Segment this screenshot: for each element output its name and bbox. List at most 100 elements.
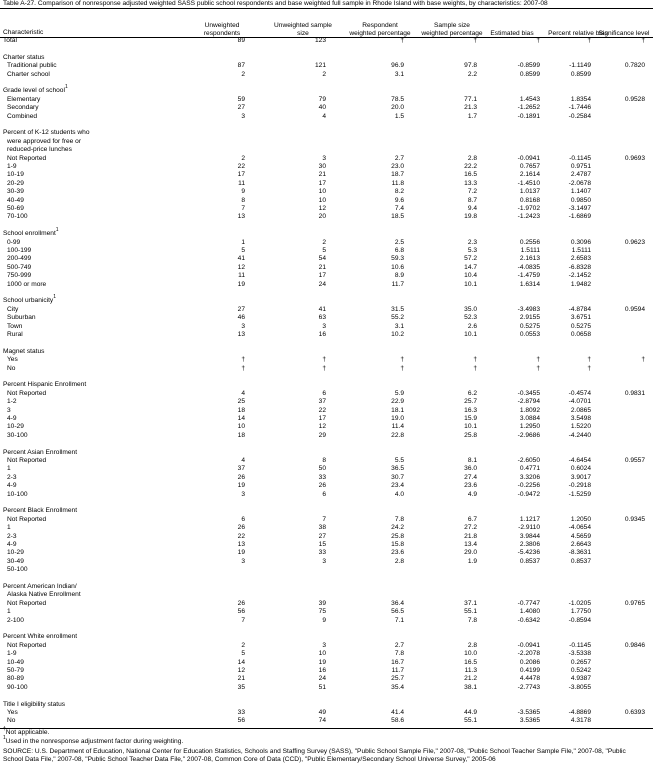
cell: 1.5111 bbox=[520, 247, 540, 254]
cell: † bbox=[587, 37, 591, 44]
cell: 8.7 bbox=[467, 196, 477, 204]
row-label: Secondary bbox=[7, 104, 39, 112]
column-header: Sample size weighted percentage bbox=[421, 22, 483, 37]
row-label: Combined bbox=[7, 112, 38, 120]
cell: 55.2 bbox=[391, 314, 404, 322]
cell: 40 bbox=[318, 104, 326, 112]
cell: 6.7 bbox=[467, 515, 477, 523]
cell: 1.2950 bbox=[519, 423, 540, 431]
cell: 10.1 bbox=[464, 280, 477, 288]
cell: 0.9623 bbox=[624, 238, 645, 246]
cell: 25.8 bbox=[464, 431, 477, 439]
cell: 0.3096 bbox=[570, 238, 591, 246]
cell: 13 bbox=[237, 331, 245, 338]
row-label: 1-9 bbox=[7, 650, 17, 658]
cell: 3 bbox=[322, 322, 326, 330]
cell: 78.5 bbox=[391, 95, 404, 103]
cell: 0.5242 bbox=[570, 667, 591, 674]
cell: 3 bbox=[241, 557, 245, 565]
cell: 3.0884 bbox=[519, 415, 540, 422]
cell: 0.9850 bbox=[570, 196, 591, 204]
cell: 2.7 bbox=[394, 154, 404, 162]
cell: 18 bbox=[237, 406, 245, 414]
cell: 1.9482 bbox=[570, 280, 591, 288]
cell: 12 bbox=[237, 263, 245, 271]
cell: 15.9 bbox=[464, 415, 477, 422]
cell: 123 bbox=[314, 37, 326, 44]
cell: 11 bbox=[238, 179, 245, 187]
cell: -6.8328 bbox=[568, 263, 591, 271]
cell: 10 bbox=[318, 188, 326, 196]
cell: 3 bbox=[322, 641, 326, 649]
cell: † bbox=[473, 364, 477, 372]
cell: 3 bbox=[241, 322, 245, 330]
cell: 2.6583 bbox=[570, 255, 591, 263]
cell: 1.5220 bbox=[570, 423, 591, 431]
cell: -0.2584 bbox=[568, 112, 591, 120]
cell: 5.5 bbox=[394, 457, 404, 464]
cell: 97.8 bbox=[464, 62, 477, 70]
cell: 1.8354 bbox=[570, 95, 591, 103]
row-label: 10-29 bbox=[7, 549, 24, 557]
cell: -0.1145 bbox=[569, 154, 591, 162]
cell: 11.8 bbox=[391, 179, 404, 187]
cell: 7 bbox=[322, 515, 326, 523]
cell: 0.9765 bbox=[624, 599, 645, 607]
cell: 25.8 bbox=[391, 532, 404, 540]
cell: 2.7 bbox=[394, 641, 404, 649]
cell: 49 bbox=[318, 709, 326, 716]
cell: 22.9 bbox=[391, 398, 404, 406]
cell: 16.5 bbox=[464, 171, 477, 179]
cell: 8 bbox=[322, 457, 326, 464]
cell: 8 bbox=[241, 196, 245, 204]
cell: 26 bbox=[237, 599, 245, 607]
cell: 15.8 bbox=[391, 541, 404, 548]
cell: 1 bbox=[241, 238, 245, 246]
cell: 56 bbox=[237, 717, 245, 725]
cell: 31.5 bbox=[391, 305, 404, 313]
cell: 50 bbox=[318, 465, 326, 473]
cell: 2 bbox=[241, 154, 245, 162]
cell: 10.2 bbox=[391, 331, 404, 338]
cell: 19 bbox=[237, 280, 245, 288]
cell: 3.6751 bbox=[570, 314, 591, 322]
cell: 0.5275 bbox=[519, 322, 540, 330]
cell: 51 bbox=[318, 683, 326, 691]
footnote-ref: 1 bbox=[64, 84, 68, 91]
cell: -3.8055 bbox=[568, 683, 591, 691]
cell: 4.0 bbox=[394, 490, 404, 498]
cell: 39 bbox=[318, 599, 326, 607]
cell: 0.9693 bbox=[624, 154, 645, 162]
cell: -4.0654 bbox=[568, 524, 591, 532]
cell: -4.6454 bbox=[568, 457, 591, 464]
cell: -4.2440 bbox=[568, 431, 591, 439]
cell: 10 bbox=[237, 423, 245, 431]
cell: 12 bbox=[318, 205, 326, 212]
cell: 0.5275 bbox=[570, 322, 591, 330]
footnote: SOURCE: U.S. Department of Education, Na… bbox=[3, 748, 643, 764]
cell: 13 bbox=[237, 213, 245, 221]
column-header: Significance level bbox=[598, 29, 650, 37]
footnote-text: Used in the nonresponse adjustment facto… bbox=[5, 738, 184, 746]
cell: 19 bbox=[318, 658, 326, 666]
cell: 2.5 bbox=[394, 238, 404, 246]
cell: 20.0 bbox=[391, 104, 404, 112]
cell: 0.0553 bbox=[519, 331, 540, 338]
cell: 77.1 bbox=[464, 95, 477, 103]
section-heading: Percent Black Enrollment bbox=[3, 507, 78, 515]
footnote-text: SOURCE: U.S. Department of Education, Na… bbox=[3, 747, 626, 763]
cell: 2.4787 bbox=[570, 171, 591, 179]
cell: 10.6 bbox=[391, 263, 404, 271]
cell: 3 bbox=[322, 557, 326, 565]
cell: 1.1407 bbox=[570, 188, 591, 196]
row-label: 90-100 bbox=[7, 683, 28, 691]
cell: 2 bbox=[322, 70, 326, 78]
cell: 11.3 bbox=[464, 667, 477, 674]
cell: † bbox=[536, 356, 540, 364]
cell: 17 bbox=[318, 415, 326, 422]
cell: 21 bbox=[237, 675, 245, 683]
cell: † bbox=[241, 356, 245, 364]
cell: 4 bbox=[241, 457, 245, 464]
cell: 16 bbox=[318, 667, 326, 674]
